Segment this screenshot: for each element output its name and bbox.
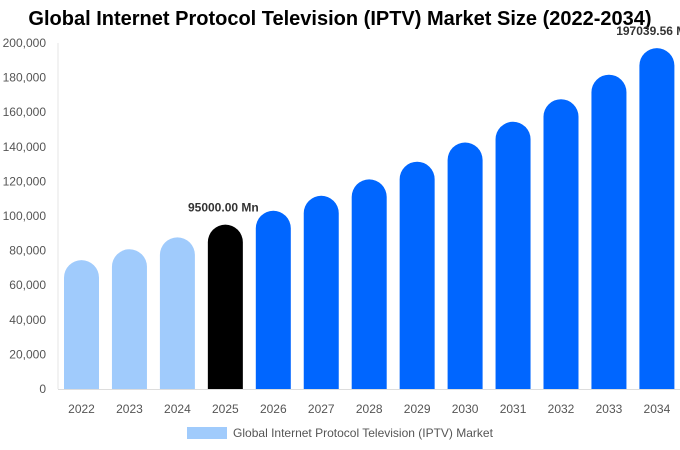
bar-2026 — [255, 210, 291, 389]
legend-swatch — [187, 427, 228, 439]
legend: Global Internet Protocol Television (IPT… — [0, 426, 680, 440]
x-tick-label: 2033 — [596, 402, 623, 416]
y-tick-label: 0 — [39, 382, 46, 396]
bar-2033 — [591, 74, 627, 389]
y-tick-label: 200,000 — [3, 36, 47, 50]
bar-2032 — [543, 99, 579, 389]
x-tick-label: 2028 — [356, 402, 383, 416]
y-tick-label: 60,000 — [9, 278, 46, 292]
bar-2034 — [639, 48, 675, 390]
bar-2024 — [159, 237, 195, 389]
data-label-2034: 197039.56 Mn — [616, 24, 680, 38]
y-tick-label: 80,000 — [9, 244, 46, 258]
bar-2030 — [447, 142, 483, 389]
x-tick-label: 2030 — [452, 402, 479, 416]
y-tick-label: 140,000 — [3, 140, 47, 154]
legend-label: Global Internet Protocol Television (IPT… — [233, 426, 493, 440]
y-tick-label: 20,000 — [9, 347, 46, 361]
bar-2028 — [351, 179, 387, 389]
y-tick-label: 120,000 — [3, 174, 47, 188]
bar-2029 — [399, 161, 435, 389]
data-label-2025: 95000.00 Mn — [188, 201, 259, 215]
x-tick-label: 2023 — [116, 402, 143, 416]
x-tick-label: 2026 — [260, 402, 287, 416]
bar-2031 — [495, 121, 531, 390]
y-tick-label: 160,000 — [3, 105, 47, 119]
bar-2025 — [207, 224, 243, 389]
x-tick-label: 2022 — [68, 402, 95, 416]
x-tick-label: 2024 — [164, 402, 191, 416]
y-tick-label: 40,000 — [9, 313, 46, 327]
x-tick-label: 2025 — [212, 402, 239, 416]
bar-2022 — [64, 260, 99, 389]
bar-2027 — [303, 195, 339, 389]
y-tick-label: 180,000 — [3, 71, 47, 85]
x-tick-label: 2029 — [404, 402, 431, 416]
chart-title: Global Internet Protocol Television (IPT… — [28, 8, 652, 30]
y-tick-label: 100,000 — [3, 209, 47, 223]
x-tick-label: 2032 — [548, 402, 575, 416]
x-tick-label: 2031 — [500, 402, 527, 416]
x-tick-label: 2034 — [644, 402, 671, 416]
x-tick-label: 2027 — [308, 402, 335, 416]
bar-2023 — [111, 249, 147, 389]
